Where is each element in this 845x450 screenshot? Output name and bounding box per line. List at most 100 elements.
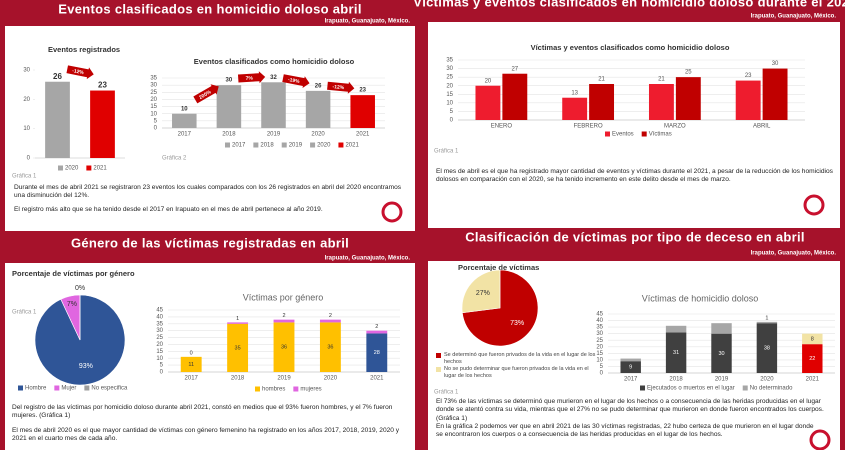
value-label: 26 xyxy=(53,72,62,81)
y-tick-label: 5 xyxy=(154,118,158,124)
arrow-shape xyxy=(193,84,219,104)
value-label: 30 xyxy=(226,78,233,84)
value-label: 21 xyxy=(658,77,665,83)
card xyxy=(428,22,840,228)
value-label: 31 xyxy=(673,350,679,356)
value-label: 13 xyxy=(571,90,578,96)
bar xyxy=(305,90,331,128)
legend-swatch xyxy=(253,142,259,148)
pie-label: 93% xyxy=(79,363,93,370)
value-label: 2 xyxy=(282,313,285,319)
bar xyxy=(475,85,501,120)
caption: Gráfica 1 xyxy=(12,174,37,180)
legend-swatch xyxy=(436,353,441,358)
bar-segment xyxy=(366,333,388,372)
value-label: 30 xyxy=(772,61,779,67)
card xyxy=(5,26,415,231)
y-tick-label: 30 xyxy=(596,331,603,337)
legend-label: 2021 xyxy=(93,166,107,172)
value-label: 21 xyxy=(598,77,605,83)
bar-segment xyxy=(665,332,687,373)
value-label: 30 xyxy=(718,351,724,357)
y-tick-label: 30 xyxy=(156,328,163,334)
y-tick-label: 0 xyxy=(600,371,604,377)
value-label: 2 xyxy=(329,313,332,319)
legend-label: 2021 xyxy=(345,143,359,149)
legend-label: 2020 xyxy=(317,143,331,149)
legend-swatch xyxy=(86,165,92,171)
legend-label: No determinado xyxy=(750,386,793,392)
y-tick-label: 10 xyxy=(150,111,157,117)
change-label: -19% xyxy=(287,77,300,85)
bar-segment xyxy=(802,333,823,345)
value-label: 1 xyxy=(236,316,239,322)
paragraph: El registro más alto que se ha tenido de… xyxy=(14,206,323,213)
panel-subtitle: Irapuato, Guanajuato, México. xyxy=(325,19,411,25)
y-tick-label: 10 xyxy=(23,126,30,132)
y-tick-label: 15 xyxy=(156,349,163,355)
legend-swatch xyxy=(742,385,748,391)
y-tick-label: 15 xyxy=(446,92,453,98)
bar xyxy=(648,84,674,120)
change-arrow: 7% xyxy=(237,71,266,84)
arrow-shape xyxy=(66,65,94,80)
y-tick-label: 35 xyxy=(596,325,603,331)
value-label: 11 xyxy=(188,362,194,368)
change-arrow: 200% xyxy=(193,84,219,104)
x-tick-label: 2018 xyxy=(222,132,236,138)
caption: Gráfica 1 xyxy=(12,310,37,316)
chart-title: Porcentaje de víctimas por género xyxy=(12,269,135,278)
arrow-shape xyxy=(237,71,266,84)
change-label: 200% xyxy=(198,89,213,101)
bar-segment xyxy=(319,319,341,323)
pie-label: 0% xyxy=(75,285,85,292)
y-tick-label: 25 xyxy=(150,90,157,96)
change-arrow: -12% xyxy=(327,81,355,94)
panel-subtitle: Irapuato, Guanajuato, México. xyxy=(751,251,837,257)
legend-label: Mujer xyxy=(61,386,76,392)
value-label: 36 xyxy=(327,345,333,351)
bar-segment xyxy=(319,322,341,372)
legend-label: 2019 xyxy=(289,143,303,149)
x-tick-label: 2020 xyxy=(311,132,325,138)
bar-segment xyxy=(756,321,778,324)
bar-segment xyxy=(273,319,295,323)
paragraph: Del registro de las víctimas por homicid… xyxy=(12,404,393,420)
chart-title: Víctimas de homicidio doloso xyxy=(642,293,759,303)
value-label: 35 xyxy=(235,345,241,351)
legend-label: Víctimas xyxy=(649,132,672,138)
y-tick-label: 20 xyxy=(156,342,163,348)
arrow-shape xyxy=(282,74,310,88)
legend-label: Hombre xyxy=(25,386,47,392)
paragraph: El mes de abril 2020 es el que mayor can… xyxy=(12,427,400,443)
legend-label: No especifica xyxy=(91,386,128,392)
legend-label: No se pudo determinar que fueron privado… xyxy=(444,366,589,379)
legend-label: hombres xyxy=(262,387,285,393)
x-tick-label: 2019 xyxy=(267,132,281,138)
legend-item: No se pudo determinar que fueron privado… xyxy=(436,366,601,379)
y-tick-label: 25 xyxy=(446,75,453,81)
y-tick-label: 10 xyxy=(156,356,163,362)
x-tick-label: 2021 xyxy=(806,377,820,383)
y-tick-label: 0 xyxy=(160,370,164,376)
panel-title: Eventos clasificados en homicidio doloso… xyxy=(58,1,361,16)
caption: Gráfica 2 xyxy=(162,156,187,162)
chart-title: Eventos registrados xyxy=(48,45,120,54)
value-label: 23 xyxy=(359,88,366,94)
value-label: 27 xyxy=(511,66,518,72)
x-tick-label: 2017 xyxy=(185,376,199,382)
y-tick-label: 20 xyxy=(596,344,603,350)
bar xyxy=(502,73,528,120)
chart-title: Víctimas y eventos clasificados como hom… xyxy=(531,43,730,52)
chart-title: Porcentaje de víctimas xyxy=(458,263,539,272)
bar xyxy=(562,97,588,120)
y-tick-label: 25 xyxy=(596,338,603,344)
bar xyxy=(350,95,375,128)
x-tick-label: ABRIL xyxy=(753,124,771,130)
bar xyxy=(172,113,197,128)
legend-swatch xyxy=(255,386,260,392)
y-tick-label: 15 xyxy=(150,104,157,110)
y-tick-label: 30 xyxy=(150,83,157,89)
